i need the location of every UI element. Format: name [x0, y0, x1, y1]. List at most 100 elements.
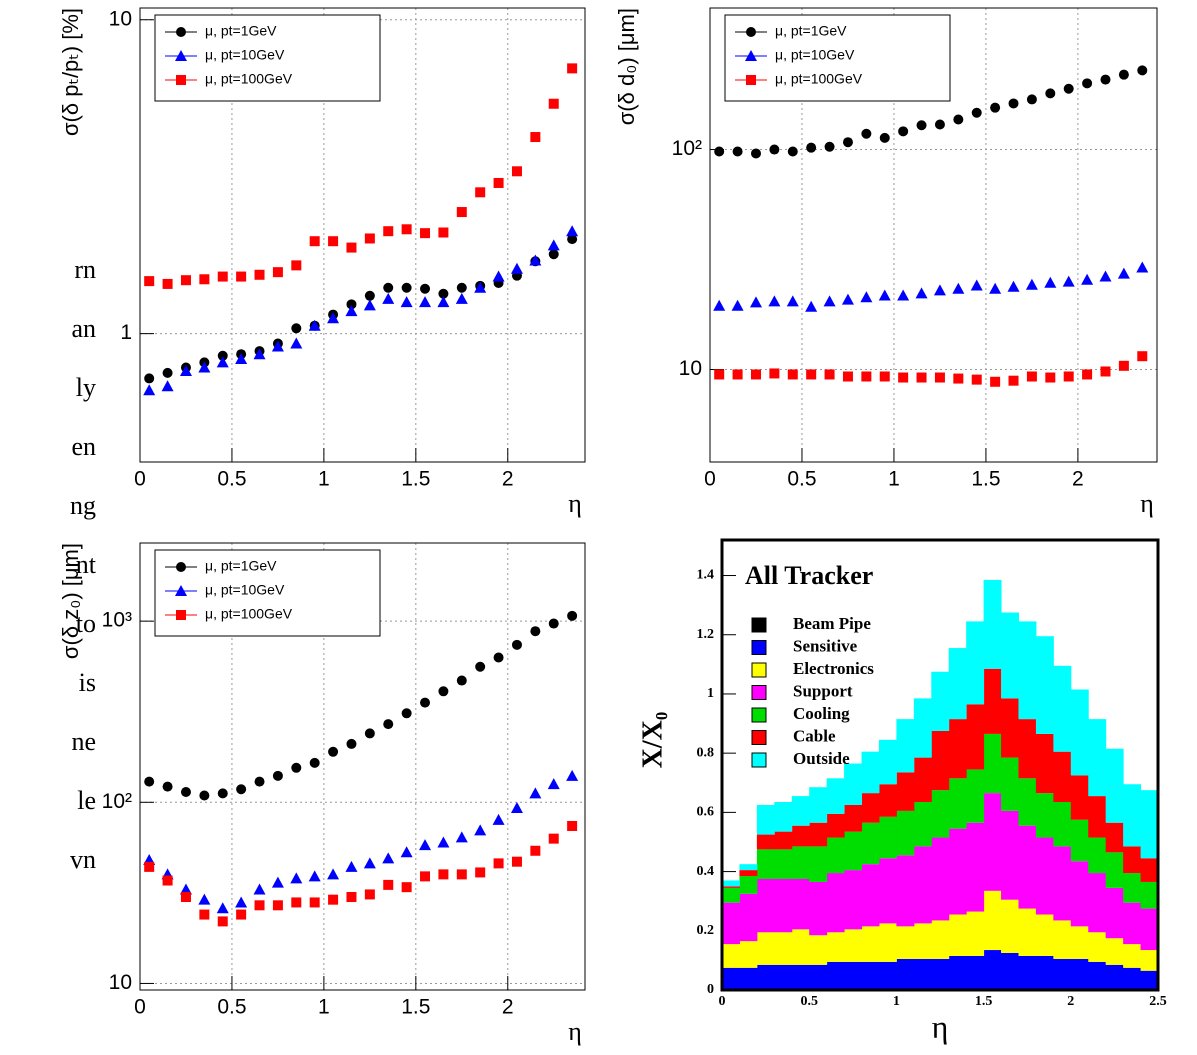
hist-segment [826, 932, 845, 962]
text-fragment: ne [71, 727, 96, 756]
marker [271, 876, 284, 888]
hist-segment [913, 923, 932, 959]
marker [475, 867, 486, 878]
x-tick-label: 0 [704, 468, 716, 491]
legend-label: μ, pt=100GeV [775, 71, 863, 87]
hist-segment [983, 733, 1002, 794]
marker [309, 236, 320, 247]
marker [493, 652, 504, 663]
text-fragment: le [77, 786, 96, 815]
marker [934, 119, 945, 130]
y-axis-label: X/X₀ [637, 712, 668, 769]
hist-segment [739, 967, 758, 989]
hist-segment [791, 825, 810, 847]
y-tick-label: 1.4 [697, 568, 715, 583]
marker [309, 757, 320, 768]
y-tick-label: 0.4 [697, 864, 715, 879]
hist-segment [739, 893, 758, 942]
marker [162, 278, 173, 289]
marker [217, 788, 228, 799]
hist-segment [948, 778, 967, 829]
text-fragment: vn [70, 845, 96, 874]
hist-segment [1140, 881, 1159, 909]
hist-segment [1088, 719, 1107, 797]
text-fragment: to [76, 609, 96, 638]
marker [1026, 94, 1037, 105]
hist-segment [1070, 926, 1089, 959]
marker [180, 275, 191, 286]
legend-label: Sensitive [793, 636, 858, 655]
marker [456, 207, 467, 218]
marker [346, 242, 357, 253]
hist-segment [966, 911, 985, 956]
marker [363, 857, 376, 869]
hist-segment [791, 964, 810, 989]
marker [749, 296, 762, 308]
x-tick-label: 2 [1067, 994, 1074, 1009]
hist-segment [1018, 955, 1037, 989]
marker [971, 374, 982, 385]
legend-marker [746, 27, 756, 37]
marker [548, 98, 559, 109]
marker [1045, 372, 1056, 383]
marker [1118, 360, 1129, 371]
legend-marker [746, 75, 756, 85]
marker [861, 371, 872, 382]
hist-segment [739, 941, 758, 968]
marker [529, 787, 542, 799]
marker [842, 137, 853, 148]
legend-label: Outside [793, 749, 850, 768]
hist-segment [966, 822, 985, 912]
y-axis-label: σ(δ pₜ/pₜ) [%] [58, 8, 83, 136]
legend-swatch [751, 662, 767, 678]
hist-segment [1105, 964, 1124, 989]
marker [915, 287, 928, 299]
marker [842, 371, 853, 382]
marker [254, 269, 265, 280]
marker [236, 909, 247, 920]
hist-segment [756, 834, 775, 850]
hist-segment [878, 816, 897, 859]
marker [438, 288, 449, 299]
hist-segment [774, 849, 793, 879]
legend-label: μ, pt=10GeV [205, 582, 285, 598]
plot-frame [139, 542, 586, 991]
x-tick-label: 1 [318, 996, 330, 1019]
marker [345, 860, 358, 872]
hist-segment [1035, 636, 1054, 734]
marker [1007, 280, 1020, 292]
marker [547, 239, 560, 251]
hist-segment [809, 881, 828, 936]
marker [291, 762, 302, 773]
marker [308, 319, 321, 331]
marker [401, 882, 412, 893]
text-fragment: nt [76, 550, 97, 579]
hist-segment [826, 961, 845, 989]
marker [1044, 276, 1057, 288]
marker [271, 340, 284, 352]
hist-segment [844, 763, 863, 805]
marker [438, 686, 449, 697]
hist-segment [1123, 846, 1142, 874]
marker [1117, 267, 1130, 279]
marker [713, 299, 726, 311]
hist-segment [1053, 958, 1072, 989]
marker [493, 177, 504, 188]
y-axis-label: σ(δ d₀) [μm] [614, 8, 639, 125]
legend-marker [175, 50, 187, 61]
legend-swatch [751, 617, 767, 633]
hist-segment [826, 778, 845, 814]
hist-segment [1001, 698, 1019, 758]
hist-segment [826, 813, 845, 838]
marker [364, 233, 375, 244]
hist-segment [896, 958, 915, 989]
x-tick-label: 0 [134, 468, 146, 491]
marker [1100, 366, 1111, 377]
legend-marker [745, 50, 757, 61]
marker [841, 293, 854, 305]
marker [806, 142, 817, 153]
marker [475, 187, 486, 198]
hist-segment [739, 864, 758, 871]
marker [180, 892, 191, 903]
hist-segment [983, 579, 1002, 669]
